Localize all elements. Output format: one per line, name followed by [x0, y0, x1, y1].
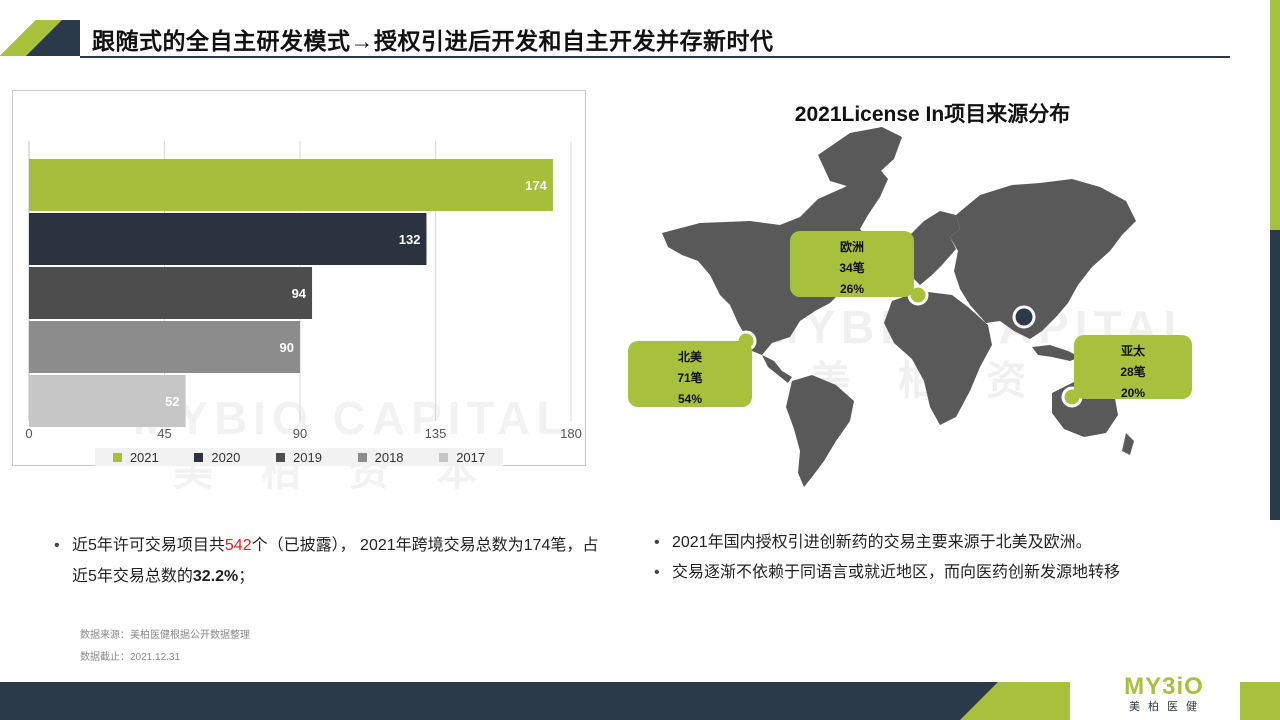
bar-chart: MYBIO CAPITAL 美柏资本 0 45 90 135 180 174 132 94 90…	[12, 90, 586, 494]
left-bullet-item: 近5年许可交易项目共542个（已披露）， 2021年跨境交易总数为174笔，占近…	[52, 530, 604, 592]
callout-count: 34笔	[839, 261, 865, 275]
callout-north-america: 北美 71笔 54%	[628, 341, 752, 407]
page-title: 跟随式的全自主研发模式→授权引进后开发和自主开发并存新时代	[92, 28, 774, 54]
data-cutoff: 数据截止：2021.12.31	[80, 652, 181, 663]
legend-item-2019: 2019	[276, 450, 322, 465]
chart-legend: 2021 2020 2019 2018 2017	[95, 448, 503, 466]
legend-item-2021: 2021	[112, 449, 159, 465]
china-marker	[1012, 305, 1036, 329]
footer-accent-right	[1240, 682, 1280, 720]
bar-value-label: 174	[525, 178, 547, 193]
legend-label: 2020	[211, 449, 241, 465]
logo-subtitle: 美柏医健	[1129, 701, 1205, 713]
footer-bar	[0, 682, 1070, 720]
legend-label: 2019	[293, 449, 322, 465]
right-bullet-item: 2021年国内授权引进创新药的交易主要来源于北美及欧洲。	[652, 528, 1182, 558]
callout-europe: 欧洲 34笔 26%	[790, 231, 914, 297]
legend-swatch	[357, 452, 367, 462]
map-title: 2021License In项目来源分布	[794, 103, 1071, 126]
callout-region: 欧洲	[839, 240, 864, 254]
legend-swatch	[194, 452, 204, 462]
bar-chart-svg: 0 45 90 135 180 174 132 94 90 52	[25, 141, 582, 441]
bar-value-label: 52	[165, 394, 179, 409]
south-america-shape	[786, 375, 854, 487]
callout-region: 亚太	[1120, 344, 1145, 358]
watermark-text: MYBIO CAPITAL	[133, 392, 571, 444]
legend-item-2017: 2017	[439, 450, 485, 465]
legend-item-2018: 2018	[357, 449, 404, 465]
callout-percent: 54%	[677, 392, 703, 406]
header-divider	[80, 56, 1230, 58]
north-america-shape	[662, 167, 888, 355]
asia-shape	[950, 179, 1136, 339]
callout-asia-pacific: 亚太 28笔 20%	[1074, 335, 1192, 400]
bar-value-label: 90	[280, 340, 294, 355]
right-edge-accent-green	[1270, 0, 1280, 230]
bar-2018	[29, 321, 300, 373]
legend-label: 2018	[374, 449, 404, 465]
world-map	[662, 127, 1136, 487]
bold-percent: 32.2%	[192, 568, 239, 585]
right-bullet-list: 2021年国内授权引进创新药的交易主要来源于北美及欧洲。 交易逐渐不依赖于同语言…	[652, 528, 1182, 588]
bar-2021	[29, 159, 553, 211]
data-source: 数据来源：美柏医健根据公开数据整理	[80, 630, 250, 641]
europe-shape	[902, 211, 960, 285]
company-logo: MY3iO 美柏医健	[1106, 674, 1222, 718]
right-edge-accent-dark	[1270, 230, 1280, 520]
x-tick-label: 0	[25, 426, 32, 441]
legend-swatch	[276, 452, 286, 462]
x-tick-label: 180	[560, 426, 582, 441]
highlight-number: 542	[224, 537, 252, 554]
logo-wordmark: MY3iO	[1124, 673, 1204, 700]
bar-2020	[29, 213, 427, 265]
x-tick-label: 45	[157, 426, 171, 441]
legend-item-2020: 2020	[194, 450, 240, 465]
legend-label: 2021	[129, 449, 159, 465]
callout-percent: 26%	[839, 282, 865, 296]
indonesia-shape	[1032, 345, 1080, 361]
central-america-shape	[762, 355, 792, 383]
legend-label: 2017	[456, 449, 486, 465]
callout-count: 28笔	[1120, 365, 1146, 379]
africa-shape	[884, 291, 992, 425]
legend-swatch	[439, 452, 449, 462]
bar-value-label: 94	[292, 286, 307, 301]
left-bullet-list: 近5年许可交易项目共542个（已披露）， 2021年跨境交易总数为174笔，占近…	[52, 530, 604, 592]
right-bullet-item: 交易逐渐不依赖于同语言或就近地区，而向医药创新发源地转移	[652, 558, 1182, 588]
callout-count: 71笔	[677, 371, 703, 385]
header-accent-triangle	[0, 20, 80, 56]
x-tick-label: 135	[425, 426, 447, 441]
bar-2017	[29, 375, 186, 427]
bar-value-label: 132	[399, 232, 421, 247]
bar-2019	[29, 267, 313, 319]
greenland-shape	[818, 127, 902, 187]
new-zealand-shape	[1122, 433, 1134, 455]
callout-region: 北美	[677, 350, 702, 364]
callout-percent: 20%	[1120, 386, 1146, 400]
footer-accent	[960, 682, 1070, 720]
x-tick-label: 90	[293, 426, 307, 441]
legend-swatch	[112, 452, 122, 462]
